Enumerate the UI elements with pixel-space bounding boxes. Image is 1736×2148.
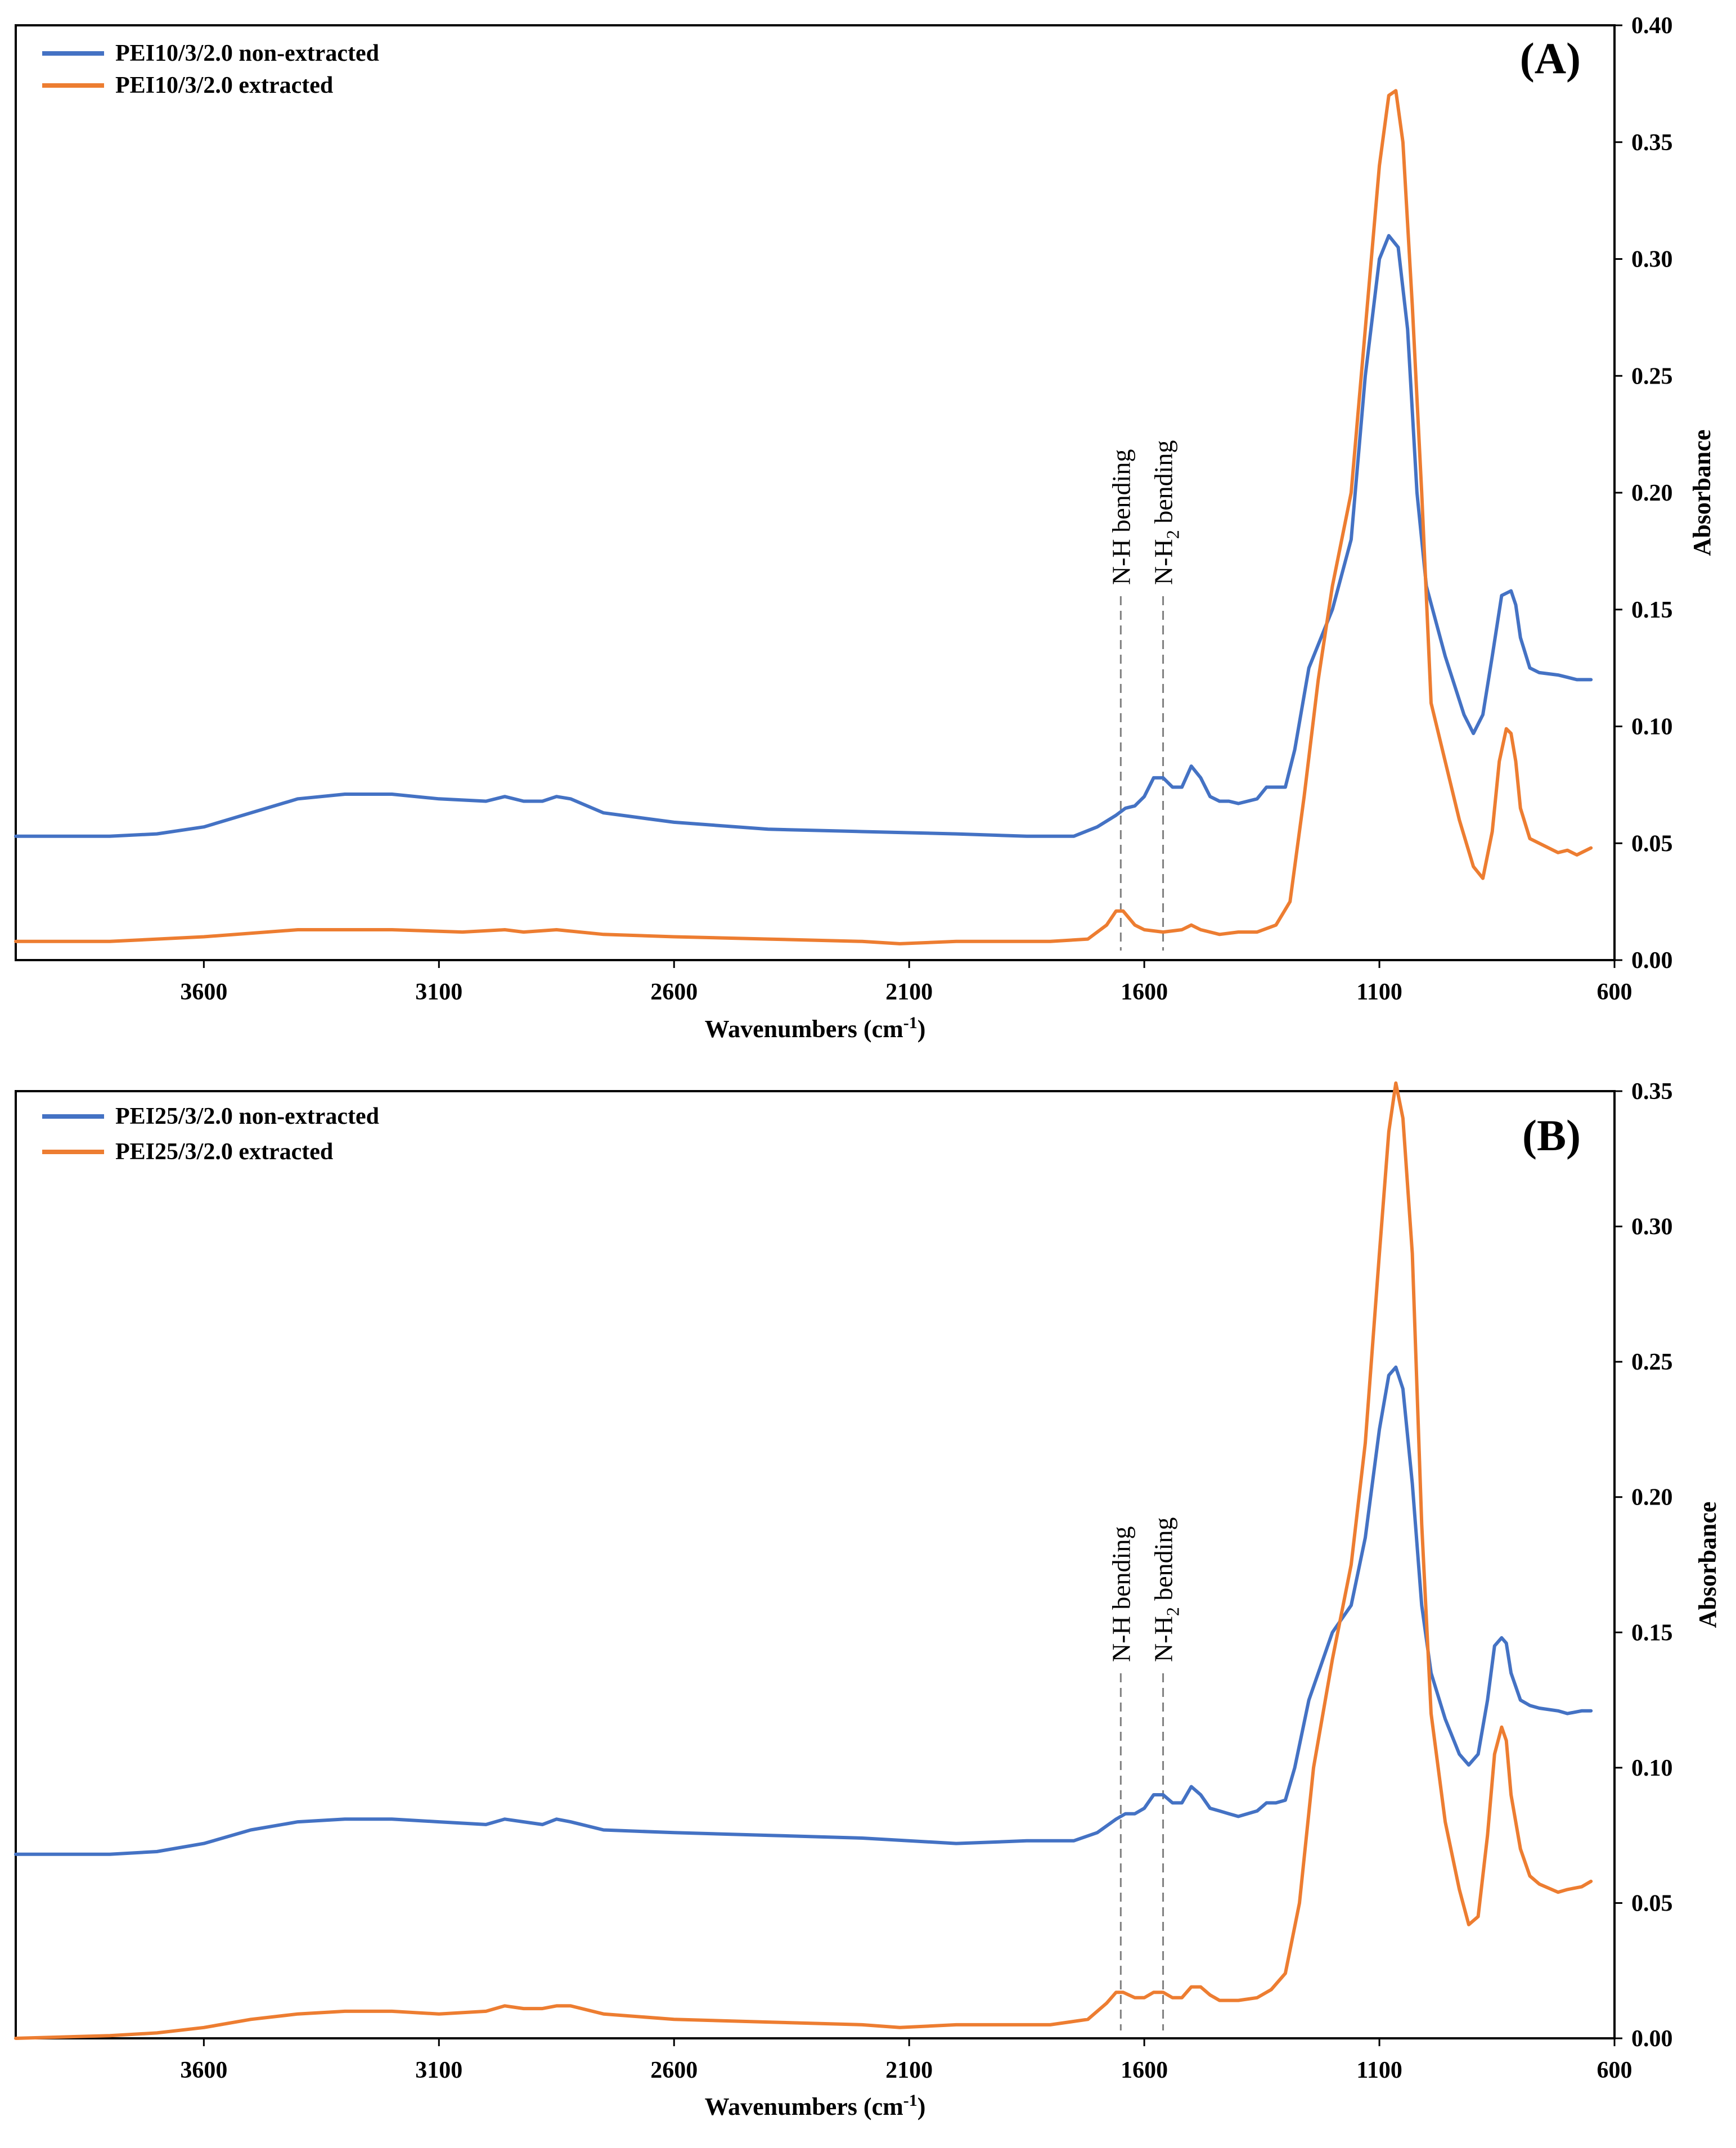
annotation-label: N-H bending — [1107, 449, 1135, 585]
plot-frame-a — [15, 24, 1616, 961]
y-tick-label: 0.10 — [1631, 1755, 1673, 1781]
y-tick-label: 0.30 — [1631, 247, 1673, 273]
x-tick-label: 2100 — [885, 2057, 933, 2083]
annotation-label: N-H bending — [1107, 1526, 1135, 1662]
y-tick-label: 0.20 — [1631, 480, 1673, 506]
panel-b: 3600 3100 2600 2100 1600 1100 600 0.00 0.05 0.10… — [14, 1079, 1721, 2120]
y-tick-label: 0.25 — [1631, 1349, 1673, 1375]
legend-entry-0: PEI25/3/2.0 non-extracted — [115, 1104, 379, 1129]
panel-a: 3600 3100 2600 2100 1600 1100 600 0.00 0.05 0.10… — [14, 13, 1716, 1043]
x-tick-label: 2100 — [885, 979, 933, 1005]
x-tick-label: 1100 — [1356, 2057, 1402, 2083]
y-tick-label: 0.15 — [1631, 597, 1673, 623]
series-line-1 — [14, 89, 1593, 945]
y-tick-label: 0.40 — [1631, 13, 1673, 39]
x-tick-label: 3600 — [180, 2057, 227, 2083]
x-tick-label: 1600 — [1121, 2057, 1168, 2083]
y-axis-label: Absorbance — [1688, 430, 1716, 556]
series-line-1 — [14, 1081, 1593, 2040]
y-tick-label: 0.35 — [1631, 1079, 1673, 1105]
x-tick-label: 600 — [1597, 2057, 1632, 2083]
legend-entry-0: PEI10/3/2.0 non-extracted — [115, 40, 379, 66]
legend: PEI10/3/2.0 non-extracted PEI10/3/2.0 ex… — [42, 40, 379, 98]
y-tick-label: 0.05 — [1631, 831, 1673, 857]
y-tick-label: 0.25 — [1631, 363, 1673, 389]
annotation-label: N-H2 bending — [1149, 1517, 1183, 1662]
legend: PEI25/3/2.0 non-extracted PEI25/3/2.0 ex… — [42, 1104, 379, 1165]
y-tick-label: 0.10 — [1631, 714, 1673, 740]
legend-entry-1: PEI10/3/2.0 extracted — [115, 73, 333, 98]
x-tick-label: 1600 — [1121, 979, 1168, 1005]
y-tick-label: 0.00 — [1631, 2026, 1673, 2052]
x-tick-label: 3100 — [415, 979, 462, 1005]
y-tick-label: 0.00 — [1631, 948, 1673, 974]
x-tick-label: 2600 — [650, 2057, 698, 2083]
panel-label: (A) — [1520, 34, 1581, 83]
y-tick-label: 0.35 — [1631, 130, 1673, 156]
series-line-0 — [14, 234, 1593, 838]
annotation-label: N-H2 bending — [1149, 440, 1183, 585]
y-tick-label: 0.15 — [1631, 1620, 1673, 1646]
x-tick-label: 3600 — [180, 979, 227, 1005]
x-axis-label: Wavenumbers (cm-1) — [705, 2091, 926, 2120]
y-axis-label: Absorbance — [1694, 1502, 1721, 1628]
plot-frame-b — [15, 1090, 1616, 2039]
x-axis-label: Wavenumbers (cm-1) — [705, 1014, 926, 1043]
x-tick-label: 1100 — [1356, 979, 1402, 1005]
legend-entry-1: PEI25/3/2.0 extracted — [115, 1139, 333, 1165]
x-tick-label: 3100 — [415, 2057, 462, 2083]
x-tick-label: 2600 — [650, 979, 698, 1005]
y-tick-label: 0.05 — [1631, 1890, 1673, 1916]
x-tick-label: 600 — [1597, 979, 1632, 1005]
series-line-0 — [14, 1365, 1593, 1856]
y-tick-label: 0.20 — [1631, 1485, 1673, 1511]
panel-label: (B) — [1522, 1111, 1581, 1160]
y-tick-label: 0.30 — [1631, 1214, 1673, 1240]
